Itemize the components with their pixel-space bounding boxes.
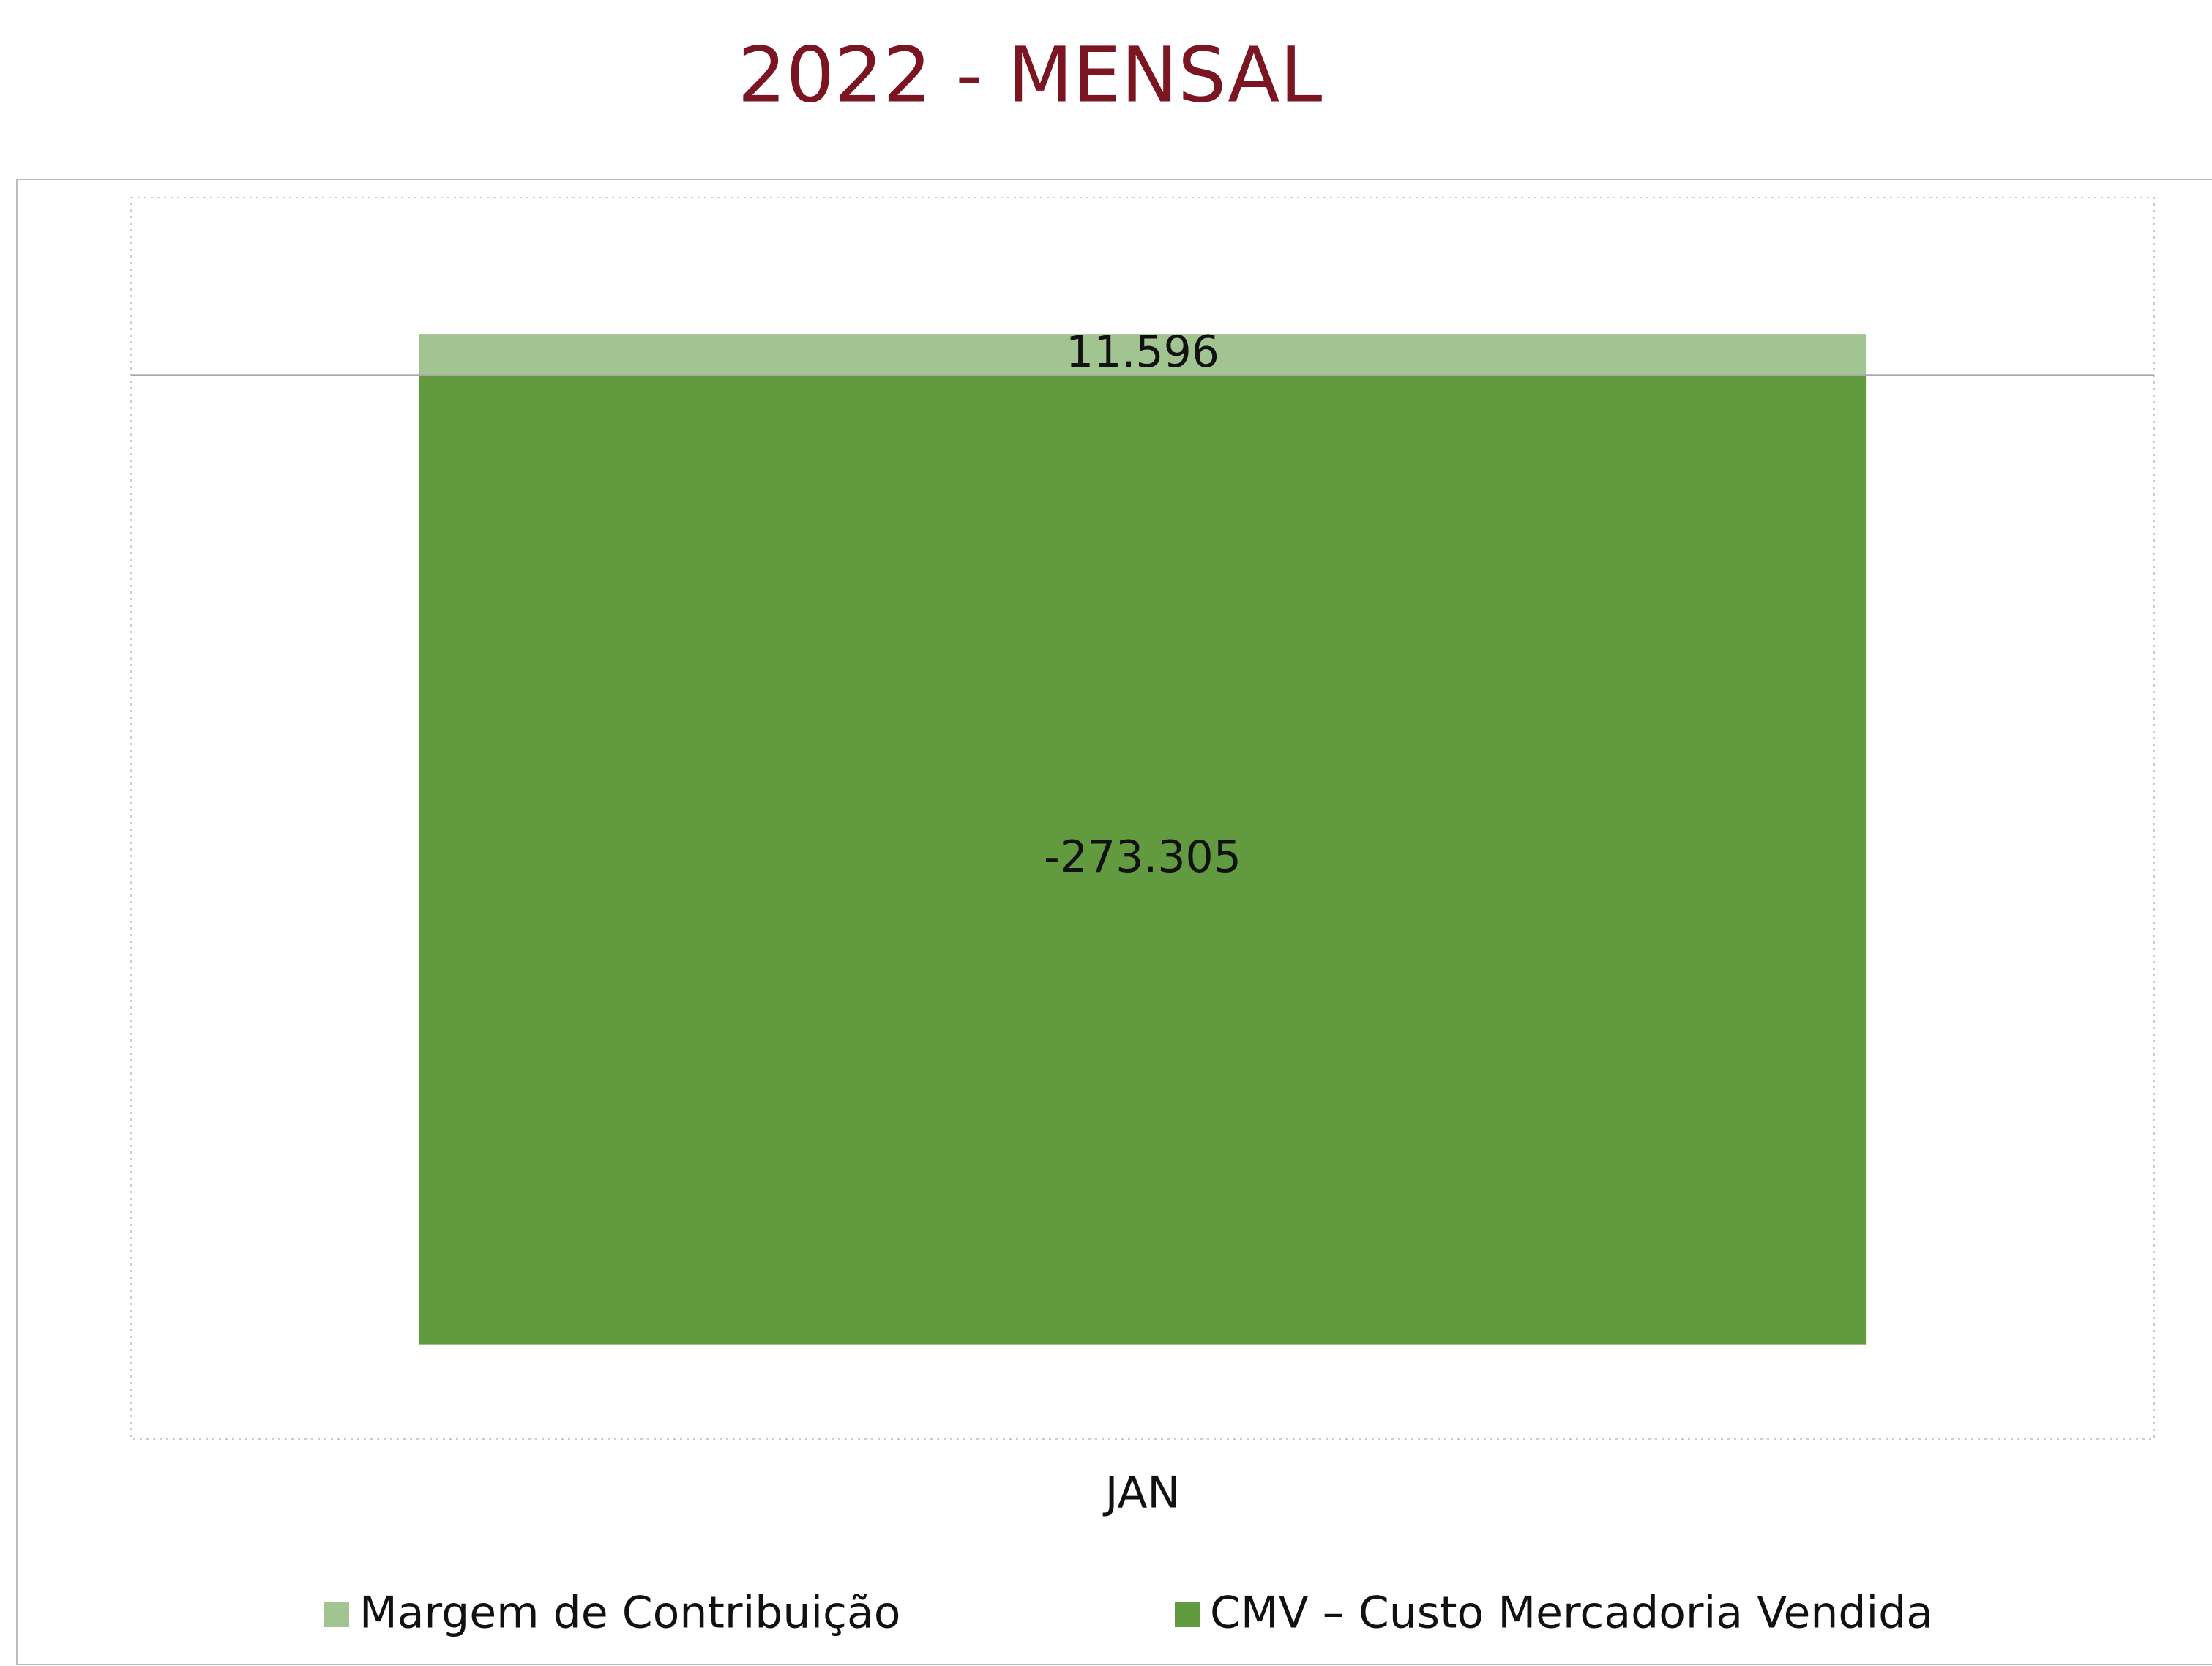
data-label: 11.596 xyxy=(1066,326,1219,378)
data-label: -273.305 xyxy=(1044,832,1241,883)
legend-label: CMV – Custo Mercadoria Vendida xyxy=(1210,1588,1933,1639)
chart-title: 2022 - MENSAL xyxy=(738,30,1323,119)
legend-swatch xyxy=(1175,1602,1200,1627)
legend-swatch xyxy=(324,1602,349,1627)
bar-segment xyxy=(419,375,1867,1345)
x-tick-label: JAN xyxy=(1102,1468,1181,1519)
legend-label: Margem de Contribuição xyxy=(359,1588,900,1639)
bar-segment xyxy=(419,334,1867,376)
plot-area xyxy=(130,197,2155,1440)
